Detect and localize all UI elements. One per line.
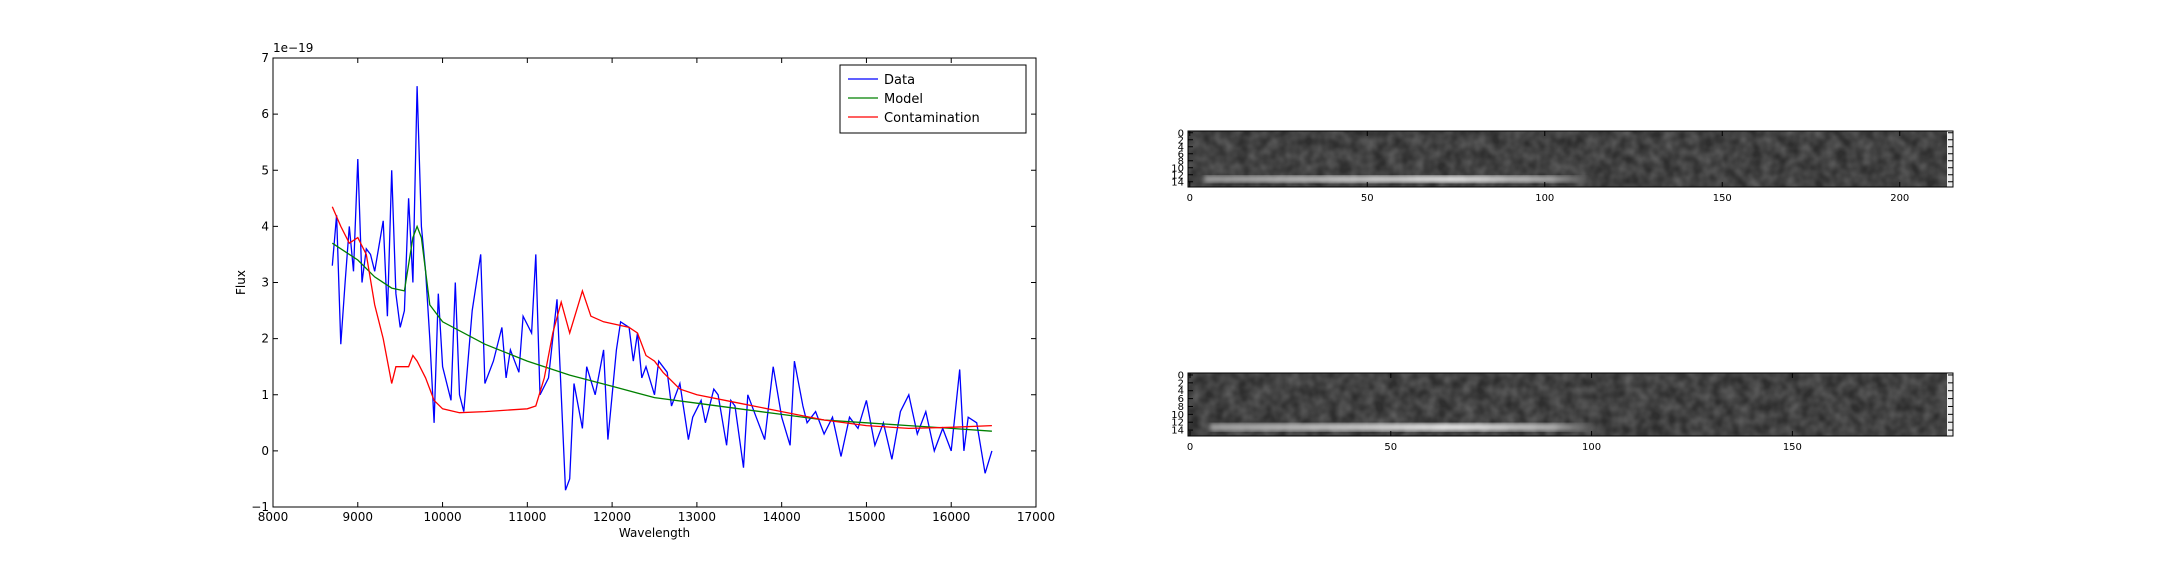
y-tick-label: 8 bbox=[1178, 156, 1184, 167]
y-tick-label: 5 bbox=[261, 163, 269, 177]
y-tick-label: 6 bbox=[1178, 149, 1184, 160]
x-tick-label: 9000 bbox=[343, 510, 374, 524]
y-tick-label: 8 bbox=[1178, 402, 1184, 413]
x-tick-label: 0 bbox=[1187, 442, 1193, 453]
y-tick-label: 14 bbox=[1171, 177, 1184, 188]
x-tick-label: 16000 bbox=[932, 510, 970, 524]
y-tick-label: 4 bbox=[1178, 142, 1184, 153]
offset-label: 1e−19 bbox=[273, 41, 313, 55]
spectrum-trace bbox=[1203, 175, 1588, 183]
series-line bbox=[331, 224, 992, 432]
x-axis-label: Wavelength bbox=[619, 526, 690, 540]
y-tick-label: 10 bbox=[1171, 410, 1184, 421]
x-tick-label: 100 bbox=[1535, 193, 1554, 204]
y-tick-label: 2 bbox=[1178, 135, 1184, 146]
x-tick-label: 200 bbox=[1890, 193, 1909, 204]
y-tick-label: 4 bbox=[1178, 386, 1184, 397]
x-tick-label: 8000 bbox=[258, 510, 289, 524]
x-tick-label: 100 bbox=[1582, 442, 1601, 453]
image-panel bbox=[1187, 130, 1954, 188]
x-tick-label: 150 bbox=[1713, 193, 1732, 204]
y-tick-label: 14 bbox=[1171, 426, 1184, 437]
x-tick-label: 0 bbox=[1187, 193, 1193, 204]
y-tick-label: 2 bbox=[261, 332, 269, 346]
x-tick-label: 10000 bbox=[423, 510, 461, 524]
y-tick-label: 12 bbox=[1171, 418, 1184, 429]
y-tick-label: 10 bbox=[1171, 163, 1184, 174]
y-axis-label: Flux bbox=[234, 270, 248, 295]
legend-label: Data bbox=[884, 73, 915, 88]
image-frame bbox=[1187, 372, 1954, 437]
y-tick-label: 0 bbox=[1178, 128, 1184, 139]
y-tick-label: 6 bbox=[261, 107, 269, 121]
series-line bbox=[331, 86, 993, 491]
x-tick-label: 14000 bbox=[763, 510, 801, 524]
y-tick-label: 7 bbox=[261, 51, 269, 65]
spectrum-trace bbox=[1210, 423, 1592, 431]
legend bbox=[839, 64, 1027, 134]
y-tick-label: 12 bbox=[1171, 170, 1184, 181]
y-tick-label: 4 bbox=[261, 219, 269, 233]
y-tick-label: 3 bbox=[261, 276, 269, 290]
image-frame bbox=[1187, 130, 1954, 188]
x-tick-label: 13000 bbox=[678, 510, 716, 524]
image-edge bbox=[1947, 373, 1953, 436]
y-tick-label: −1 bbox=[251, 500, 269, 514]
x-tick-label: 50 bbox=[1384, 442, 1397, 453]
y-tick-label: 1 bbox=[261, 388, 269, 402]
legend-label: Model bbox=[884, 92, 923, 107]
x-tick-label: 11000 bbox=[508, 510, 546, 524]
y-tick-label: 0 bbox=[261, 444, 269, 458]
x-tick-label: 17000 bbox=[1017, 510, 1055, 524]
legend-label: Contamination bbox=[884, 111, 980, 126]
y-tick-label: 2 bbox=[1178, 378, 1184, 389]
x-tick-label: 150 bbox=[1783, 442, 1802, 453]
y-tick-label: 0 bbox=[1178, 370, 1184, 381]
x-tick-label: 15000 bbox=[847, 510, 885, 524]
image-panel bbox=[1187, 372, 1954, 437]
series-line bbox=[331, 206, 992, 430]
x-tick-label: 50 bbox=[1361, 193, 1374, 204]
image-edge bbox=[1947, 131, 1953, 187]
y-tick-label: 6 bbox=[1178, 394, 1184, 405]
x-tick-label: 12000 bbox=[593, 510, 631, 524]
